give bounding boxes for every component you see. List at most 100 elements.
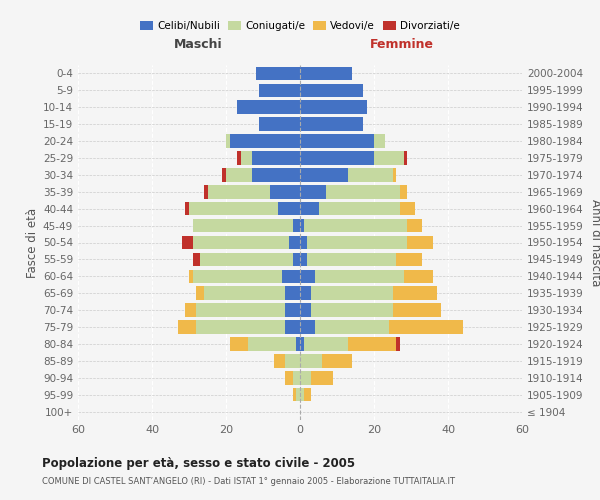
Bar — [300, 337, 304, 350]
Bar — [259, 84, 300, 97]
Bar — [252, 168, 300, 181]
Bar — [293, 219, 300, 232]
Bar — [300, 388, 304, 402]
Bar — [185, 304, 196, 317]
Bar — [189, 270, 193, 283]
Bar — [300, 66, 352, 80]
Bar — [208, 185, 271, 198]
Bar — [274, 354, 285, 368]
Text: Femmine: Femmine — [370, 38, 434, 51]
Bar — [204, 286, 285, 300]
Legend: Celibi/Nubili, Coniugati/e, Vedovi/e, Divorziati/e: Celibi/Nubili, Coniugati/e, Vedovi/e, Di… — [136, 17, 464, 36]
Bar — [259, 118, 300, 131]
Bar — [285, 304, 300, 317]
Y-axis label: Anni di nascita: Anni di nascita — [589, 199, 600, 286]
Bar — [392, 286, 437, 300]
Bar — [396, 337, 400, 350]
Bar — [193, 219, 293, 232]
Bar — [374, 134, 385, 148]
Bar — [230, 134, 300, 148]
Bar — [400, 185, 407, 198]
Bar — [278, 202, 300, 215]
Bar — [392, 168, 396, 181]
Bar — [326, 185, 400, 198]
Bar — [348, 168, 392, 181]
Bar — [400, 202, 415, 215]
Bar — [252, 151, 300, 164]
Bar — [285, 371, 293, 384]
Bar — [300, 304, 311, 317]
Text: Popolazione per età, sesso e stato civile - 2005: Popolazione per età, sesso e stato civil… — [42, 458, 355, 470]
Bar — [300, 270, 315, 283]
Bar — [300, 202, 319, 215]
Bar — [307, 252, 396, 266]
Bar — [374, 151, 404, 164]
Bar — [300, 354, 322, 368]
Bar — [293, 252, 300, 266]
Bar — [311, 304, 392, 317]
Bar — [178, 320, 196, 334]
Bar — [300, 286, 311, 300]
Bar — [300, 320, 315, 334]
Bar — [296, 388, 300, 402]
Bar — [237, 151, 241, 164]
Bar — [285, 320, 300, 334]
Bar — [182, 236, 193, 250]
Bar — [189, 202, 278, 215]
Bar — [300, 151, 374, 164]
Bar — [404, 151, 407, 164]
Bar — [193, 252, 200, 266]
Bar — [315, 320, 389, 334]
Bar — [193, 236, 289, 250]
Bar — [322, 354, 352, 368]
Text: COMUNE DI CASTEL SANT’ANGELO (RI) - Dati ISTAT 1° gennaio 2005 - Elaborazione TU: COMUNE DI CASTEL SANT’ANGELO (RI) - Dati… — [42, 478, 455, 486]
Bar — [200, 252, 293, 266]
Bar — [319, 202, 400, 215]
Bar — [285, 286, 300, 300]
Bar — [389, 320, 463, 334]
Bar — [304, 219, 407, 232]
Bar — [396, 252, 422, 266]
Bar — [293, 388, 296, 402]
Bar — [300, 100, 367, 114]
Bar — [196, 286, 204, 300]
Bar — [300, 219, 304, 232]
Bar — [300, 84, 363, 97]
Bar — [300, 168, 348, 181]
Bar — [300, 371, 311, 384]
Bar — [407, 236, 433, 250]
Bar — [404, 270, 433, 283]
Bar — [289, 236, 300, 250]
Bar — [226, 134, 230, 148]
Bar — [300, 252, 307, 266]
Bar — [315, 270, 404, 283]
Bar — [307, 236, 407, 250]
Bar — [237, 100, 300, 114]
Bar — [300, 134, 374, 148]
Bar — [248, 337, 296, 350]
Bar — [300, 118, 363, 131]
Bar — [407, 219, 422, 232]
Text: Maschi: Maschi — [173, 38, 222, 51]
Bar — [293, 371, 300, 384]
Bar — [285, 354, 300, 368]
Bar — [256, 66, 300, 80]
Bar — [311, 286, 392, 300]
Bar — [300, 236, 307, 250]
Bar — [223, 168, 226, 181]
Bar — [226, 168, 252, 181]
Bar — [281, 270, 300, 283]
Bar — [196, 304, 285, 317]
Bar — [241, 151, 252, 164]
Bar — [230, 337, 248, 350]
Bar — [296, 337, 300, 350]
Bar — [311, 371, 334, 384]
Bar — [271, 185, 300, 198]
Bar — [185, 202, 189, 215]
Bar — [304, 337, 348, 350]
Y-axis label: Fasce di età: Fasce di età — [26, 208, 39, 278]
Bar — [348, 337, 396, 350]
Bar — [193, 270, 281, 283]
Bar — [300, 185, 326, 198]
Bar — [196, 320, 285, 334]
